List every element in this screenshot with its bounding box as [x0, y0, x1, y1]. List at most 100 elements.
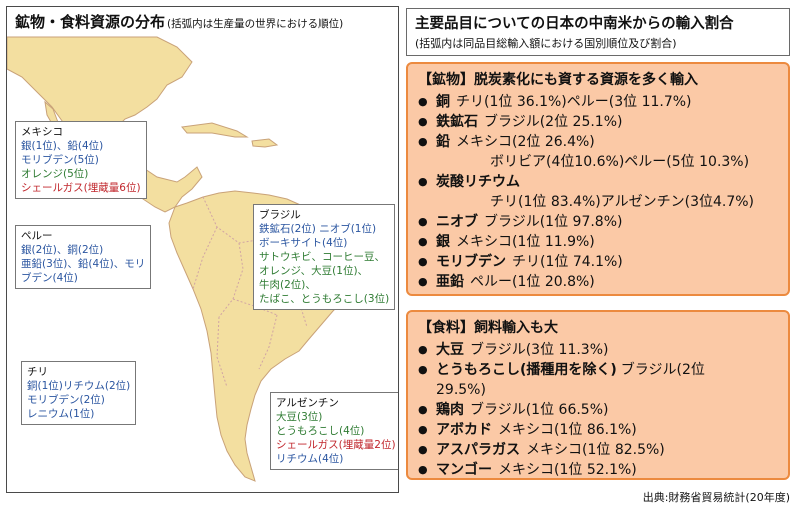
list-item: ● 炭酸リチウム — [418, 172, 778, 192]
import-share-header: 主要品目についての日本の中南米からの輸入割合 (括弧内は同品目総輸入額における国… — [406, 8, 790, 56]
item-detail: チリ(1位 74.1%) — [512, 254, 623, 270]
map-panel: 鉱物・食料資源の分布 (括弧内は生産量の世界における順位) メキシコ 銀(1位)… — [6, 6, 399, 493]
list-item-continued: チリ(1位 83.4%)アルゼンチン(3位4.7%) — [418, 192, 778, 212]
bullet-icon: ● — [418, 275, 428, 288]
region-name: メキシコ — [21, 126, 63, 138]
hispaniola — [251, 138, 279, 148]
region-brazil: ブラジル 鉄鉱石(2位) ニオブ(1位) ボーキサイト(4位) サトウキビ、コー… — [253, 204, 396, 310]
item-name: ニオブ — [436, 214, 478, 230]
item-name: モリブデン — [436, 254, 506, 270]
item-detail: 29.5%) — [436, 382, 486, 398]
list-item: ● アスパラガス メキシコ(1位 82.5%) — [418, 440, 778, 460]
item-detail: ペルー(1位 20.8%) — [470, 274, 595, 290]
cuba — [181, 122, 249, 138]
item-name: 亜鉛 — [436, 274, 464, 290]
region-line: たばこ、とうもろこし(3位) — [259, 293, 390, 305]
region-line: サトウキビ、コーヒー豆、 — [259, 251, 385, 263]
list-item: ● マンゴー メキシコ(1位 52.1%) — [418, 460, 778, 480]
list-item: ● ニオブ ブラジル(1位 97.8%) — [418, 212, 778, 232]
import-share-subtitle: (括弧内は同品目総輸入額における国別順位及び割合) — [415, 37, 677, 50]
region-argentina: アルゼンチン 大豆(3位) とうもろこし(4位) シェールガス(埋蔵量2位) リ… — [270, 392, 398, 470]
region-line: 亜鉛(3位)、鉛(4位)、モリ — [21, 258, 146, 270]
region-line: 銀(1位)、鉛(4位) — [21, 140, 104, 152]
region-chile: チリ 銅(1位)リチウム(2位) モリブデン(2位) レニウム(1位) — [21, 361, 137, 425]
region-line: シェールガス(埋蔵量6位) — [21, 182, 141, 194]
bullet-icon: ● — [418, 95, 428, 108]
item-detail: ブラジル(1位 97.8%) — [484, 214, 623, 230]
bullet-icon: ● — [418, 255, 428, 268]
food-section: 【食料】飼料輸入も大 ● 大豆 ブラジル(3位 11.3%) ● とうもろこし … — [406, 310, 790, 480]
region-line: ボーキサイト(4位) — [259, 237, 348, 249]
bullet-icon: ● — [418, 463, 428, 476]
bullet-icon: ● — [418, 403, 428, 416]
item-detail: メキシコ(1位 82.5%) — [526, 442, 665, 458]
item-note: (播種用を除く) — [520, 362, 617, 378]
item-detail: メキシコ(1位 11.9%) — [456, 234, 595, 250]
list-item: ● 亜鉛 ペルー(1位 20.8%) — [418, 272, 778, 292]
region-mexico: メキシコ 銀(1位)、鉛(4位) モリブデン(5位) オレンジ(5位) シェール… — [15, 121, 147, 199]
item-name: とうもろこし — [436, 362, 520, 378]
region-name: ブラジル — [259, 209, 301, 221]
list-item: ● とうもろこし (播種用を除く) ブラジル(2位 — [418, 360, 778, 380]
region-name: アルゼンチン — [276, 397, 339, 409]
region-name: ペルー — [21, 230, 53, 242]
item-detail: ボリビア(4位10.6%)ペルー(5位 10.3%) — [490, 154, 750, 170]
bullet-icon: ● — [418, 363, 428, 376]
region-line: 大豆(3位) — [276, 411, 323, 423]
bullet-icon: ● — [418, 235, 428, 248]
region-line: 銀(2位)、銅(2位) — [21, 244, 104, 256]
minerals-section: 【鉱物】脱炭素化にも資する資源を多く輸入 ● 銅 チリ(1位 36.1%)ペルー… — [406, 62, 790, 296]
region-line: モリブデン(2位) — [27, 394, 105, 406]
bullet-icon: ● — [418, 343, 428, 356]
list-item: ● 鉛 メキシコ(2位 26.4%) — [418, 132, 778, 152]
list-item-continued: 29.5%) — [418, 380, 778, 400]
list-item: ● アボカド メキシコ(1位 86.1%) — [418, 420, 778, 440]
item-name: 鶏肉 — [436, 402, 464, 418]
item-detail: ブラジル(1位 66.5%) — [470, 402, 609, 418]
source-note: 出典:財務省貿易統計(20年度) — [642, 491, 790, 504]
item-name: 炭酸リチウム — [436, 174, 520, 190]
item-name: 鉛 — [436, 134, 450, 150]
region-line: シェールガス(埋蔵量2位) — [276, 439, 396, 451]
region-line: 牛肉(2位)、 — [259, 279, 316, 291]
bullet-icon: ● — [418, 115, 428, 128]
map-title-main: 鉱物・食料資源の分布 — [15, 13, 166, 31]
list-item: ● 銅 チリ(1位 36.1%)ペルー(3位 11.7%) — [418, 92, 778, 112]
item-detail: メキシコ(1位 52.1%) — [498, 462, 637, 478]
list-item: ● 鶏肉 ブラジル(1位 66.5%) — [418, 400, 778, 420]
region-line: ブデン(4位) — [21, 272, 78, 284]
minerals-title: 【鉱物】脱炭素化にも資する資源を多く輸入 — [418, 72, 698, 88]
item-name: マンゴー — [436, 462, 492, 478]
item-detail: メキシコ(2位 26.4%) — [456, 134, 595, 150]
region-line: リチウム(4位) — [276, 453, 344, 465]
list-item: ● 大豆 ブラジル(3位 11.3%) — [418, 340, 778, 360]
bullet-icon: ● — [418, 443, 428, 456]
list-item: ● 銀 メキシコ(1位 11.9%) — [418, 232, 778, 252]
item-detail: ブラジル(3位 11.3%) — [470, 342, 609, 358]
bullet-icon: ● — [418, 175, 428, 188]
map-title: 鉱物・食料資源の分布 (括弧内は生産量の世界における順位) — [11, 11, 348, 33]
list-item: ● 鉄鉱石 ブラジル(2位 25.1%) — [418, 112, 778, 132]
item-name: 大豆 — [436, 342, 464, 358]
region-line: 鉄鉱石(2位) ニオブ(1位) — [259, 223, 377, 235]
bullet-icon: ● — [418, 135, 428, 148]
item-detail: メキシコ(1位 86.1%) — [498, 422, 637, 438]
region-line: オレンジ(5位) — [21, 168, 89, 180]
item-name: 銀 — [436, 234, 450, 250]
bullet-icon: ● — [418, 423, 428, 436]
item-name: 銅 — [436, 94, 450, 110]
region-line: オレンジ、大豆(1位)、 — [259, 265, 369, 277]
list-item: ● モリブデン チリ(1位 74.1%) — [418, 252, 778, 272]
region-line: レニウム(1位) — [27, 408, 95, 420]
item-detail: チリ(1位 83.4%)アルゼンチン(3位4.7%) — [490, 194, 755, 210]
item-detail: ブラジル(2位 25.1%) — [484, 114, 623, 130]
item-detail: チリ(1位 36.1%)ペルー(3位 11.7%) — [456, 94, 692, 110]
bullet-icon: ● — [418, 215, 428, 228]
list-item-continued: ボリビア(4位10.6%)ペルー(5位 10.3%) — [418, 152, 778, 172]
item-detail: ブラジル(2位 — [620, 362, 705, 378]
item-name: 鉄鉱石 — [436, 114, 478, 130]
item-name: アスパラガス — [436, 442, 520, 458]
region-peru: ペルー 銀(2位)、銅(2位) 亜鉛(3位)、鉛(4位)、モリ ブデン(4位) — [15, 225, 152, 289]
region-line: 銅(1位)リチウム(2位) — [27, 380, 131, 392]
map-title-note: (括弧内は生産量の世界における順位) — [167, 18, 344, 30]
